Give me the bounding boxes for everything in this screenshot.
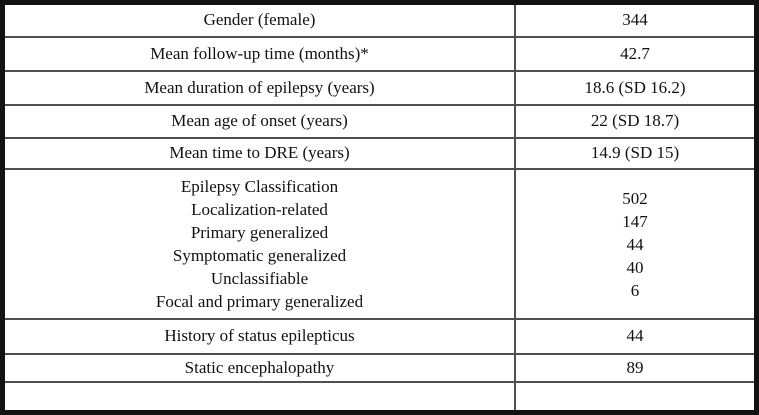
table-row-epilepsy-classification: Epilepsy Classification Localization-rel…: [5, 168, 754, 318]
row-label: Mean follow-up time (months)*: [150, 43, 369, 63]
classification-value-line: 40: [626, 257, 644, 277]
row-value-cell: 42.7: [516, 38, 754, 70]
row-label-cell: Gender (female): [5, 5, 516, 36]
table-row: Mean duration of epilepsy (years) 18.6 (…: [5, 70, 754, 104]
classification-label-line: Symptomatic generalized: [172, 246, 347, 265]
classification-label-line: Unclassifiable: [210, 269, 309, 288]
row-label-cell: Mean time to DRE (years): [5, 139, 516, 168]
classification-label-line: Focal and primary generalized: [155, 292, 364, 311]
table-row: History of status epilepticus 44: [5, 318, 754, 353]
classification-label-line: Primary generalized: [190, 223, 329, 242]
row-value-cell: 502 147 44 40 6: [516, 170, 754, 318]
row-value-cell: 22 (SD 18.7): [516, 106, 754, 137]
row-value-cell: [516, 383, 754, 410]
row-value-cell: 14.9 (SD 15): [516, 139, 754, 168]
row-value: 22 (SD 18.7): [590, 111, 680, 131]
table-row: Gender (female) 344: [5, 5, 754, 36]
row-label-cell: Mean follow-up time (months)*: [5, 38, 516, 70]
row-label-cell: [5, 383, 516, 410]
row-label-cell: Mean age of onset (years): [5, 106, 516, 137]
classification-value-line: 147: [622, 211, 648, 231]
classification-value-line: 502: [622, 188, 648, 208]
row-label: Mean age of onset (years): [171, 111, 348, 131]
row-value: 18.6 (SD 16.2): [584, 77, 686, 97]
row-value-cell: 89: [516, 355, 754, 381]
row-value: 14.9 (SD 15): [590, 143, 680, 163]
row-value-cell: 44: [516, 320, 754, 353]
row-value-cell: 18.6 (SD 16.2): [516, 72, 754, 104]
row-value-cell: 344: [516, 5, 754, 36]
table-row-empty: [5, 381, 754, 410]
row-label-cell: Static encephalopathy: [5, 355, 516, 381]
row-value: 89: [626, 357, 644, 377]
table-row: Mean follow-up time (months)* 42.7: [5, 36, 754, 70]
classification-label-line: Localization-related: [191, 200, 328, 219]
row-label: Static encephalopathy: [184, 357, 335, 377]
table-row: Mean time to DRE (years) 14.9 (SD 15): [5, 137, 754, 168]
row-label: Gender (female): [203, 10, 316, 30]
table-row: Mean age of onset (years) 22 (SD 18.7): [5, 104, 754, 137]
row-label: Mean duration of epilepsy (years): [144, 77, 375, 97]
row-label-cell: History of status epilepticus: [5, 320, 516, 353]
table-row: Static encephalopathy 89: [5, 353, 754, 381]
row-label: History of status epilepticus: [164, 326, 355, 346]
row-label-cell: Mean duration of epilepsy (years): [5, 72, 516, 104]
classification-value-line: 44: [626, 234, 644, 254]
classification-header: Epilepsy Classification: [180, 177, 339, 196]
row-value: 44: [626, 326, 644, 346]
row-value: 344: [622, 10, 648, 30]
row-value: 42.7: [620, 43, 650, 63]
row-label-cell: Epilepsy Classification Localization-rel…: [5, 170, 516, 318]
classification-value-line: 6: [630, 280, 640, 300]
row-label: Mean time to DRE (years): [169, 143, 350, 163]
